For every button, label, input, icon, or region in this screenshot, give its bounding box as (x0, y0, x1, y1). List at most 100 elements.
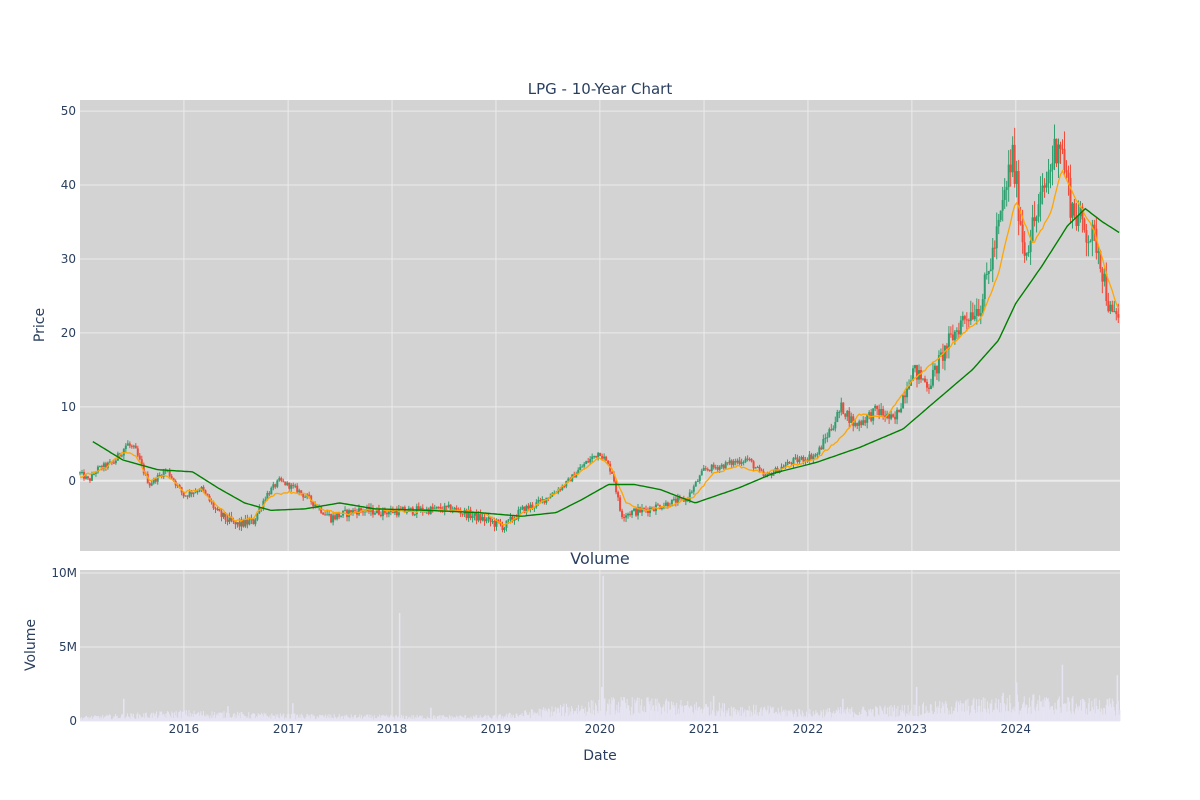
candle-body (232, 520, 235, 522)
volume-bar (419, 715, 421, 721)
volume-bar (626, 699, 628, 721)
volume-bar (742, 713, 744, 721)
volume-bar (744, 709, 746, 721)
volume-bar (975, 699, 977, 721)
candle-body (268, 493, 271, 495)
candle-body (577, 469, 580, 474)
candle-body (1111, 304, 1114, 312)
volume-bar (992, 712, 994, 721)
volume-bar (111, 719, 113, 721)
volume-bar (918, 705, 920, 721)
candle-body (904, 395, 907, 398)
volume-bar (622, 700, 624, 721)
volume-bar (653, 705, 655, 721)
volume-bar (741, 707, 743, 721)
candle-body (120, 455, 123, 457)
candle-body (338, 513, 341, 518)
volume-bar (148, 717, 150, 721)
volume-bar (342, 715, 344, 721)
volume-bar (1032, 694, 1034, 721)
candle-body (401, 507, 404, 509)
volume-bar (401, 714, 403, 721)
volume-bar (326, 715, 328, 721)
volume-bar (120, 717, 122, 721)
volume-bar (107, 715, 109, 721)
volume-bar (526, 714, 528, 721)
volume-bar (320, 715, 322, 721)
volume-bar (231, 718, 233, 721)
volume-bar (341, 716, 343, 721)
volume-bar (413, 715, 415, 721)
volume-bar (891, 716, 893, 721)
candle-body (784, 464, 787, 468)
candle-body (625, 515, 628, 518)
volume-bar (324, 716, 326, 721)
volume-bar (109, 715, 111, 721)
volume-bar (1065, 703, 1067, 721)
volume-bar (965, 700, 967, 721)
candle-body (953, 331, 956, 341)
volume-bar (1011, 708, 1013, 721)
volume-bar (556, 708, 558, 721)
volume-bar (492, 715, 494, 721)
volume-bar (764, 706, 766, 721)
volume-bar (835, 712, 837, 721)
candle-body (216, 508, 219, 510)
volume-bar (132, 716, 134, 721)
volume-bar (245, 717, 247, 721)
volume-bar (751, 712, 753, 721)
candle-body (280, 478, 283, 481)
volume-bar (1001, 695, 1003, 721)
volume-bar (859, 714, 861, 721)
volume-bar (1071, 698, 1073, 721)
candle-body (517, 509, 520, 519)
volume-bar (404, 719, 406, 721)
candle-body (589, 458, 592, 463)
volume-bar (1112, 701, 1114, 721)
volume-bar (850, 709, 852, 721)
volume-bar (655, 705, 657, 721)
volume-bar (279, 713, 281, 721)
volume-bar (968, 705, 970, 721)
candle-body (890, 414, 893, 419)
volume-bar (552, 716, 554, 721)
candle-body (210, 500, 213, 503)
volume-bar (367, 716, 369, 721)
candle-body (764, 475, 767, 477)
volume-bar (542, 709, 544, 721)
candle-body (328, 514, 331, 516)
candle-body (389, 509, 392, 512)
volume-bar (588, 701, 590, 721)
volume-bar (961, 711, 963, 721)
volume-bar (375, 718, 377, 721)
volume-bar (811, 716, 813, 721)
volume-bar (963, 711, 965, 721)
volume-bar (388, 717, 390, 721)
volume-bar (638, 697, 640, 721)
volume-bar (741, 716, 743, 721)
volume-bar (776, 712, 778, 721)
volume-bar (121, 713, 123, 721)
volume-bar (760, 707, 762, 721)
candle-body (916, 365, 919, 380)
volume-bar (756, 715, 758, 721)
volume-bar (938, 707, 940, 721)
volume-bar (365, 716, 367, 721)
volume-bar (929, 704, 931, 721)
candle-body (340, 515, 343, 518)
volume-bar (972, 699, 974, 721)
volume-bar (951, 706, 953, 721)
candle-body (379, 514, 382, 517)
volume-bar (265, 713, 267, 721)
volume-bar (958, 701, 960, 721)
volume-bar (258, 714, 260, 721)
volume-bar (727, 710, 729, 721)
volume-bar (840, 713, 842, 721)
volume-bar (550, 711, 552, 721)
volume-bar (1113, 706, 1115, 721)
volume-bar (606, 711, 608, 721)
volume-bar (311, 713, 313, 721)
candle-body (336, 513, 339, 520)
volume-bar (1024, 707, 1026, 721)
candle-body (1027, 252, 1030, 254)
